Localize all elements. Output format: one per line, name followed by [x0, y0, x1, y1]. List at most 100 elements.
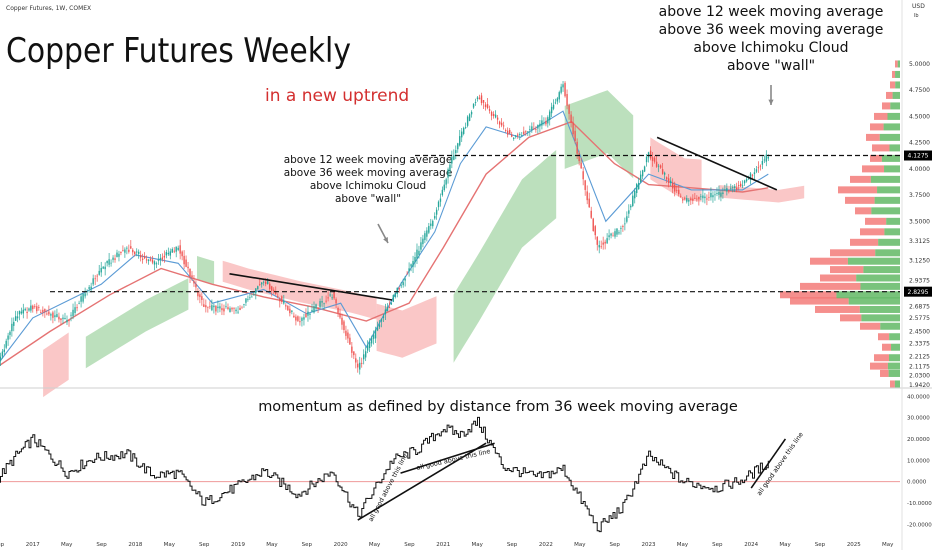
- annotation-line: above 36 week moving average: [284, 167, 453, 179]
- candle-down: [191, 275, 193, 278]
- trend-line-note: all good above this line: [416, 447, 491, 472]
- volume-profile-row-up: [895, 81, 900, 89]
- volume-profile-row-down: [850, 238, 879, 246]
- candle-up: [50, 314, 52, 316]
- candle-up: [106, 260, 108, 264]
- candle-up: [311, 309, 313, 312]
- candle-down: [197, 291, 199, 297]
- candle-down: [295, 316, 297, 321]
- price-badge: [904, 150, 932, 161]
- volume-profile-row-up: [875, 249, 900, 257]
- candle-up: [743, 180, 746, 184]
- candle-down: [335, 299, 337, 304]
- candle-down: [134, 251, 136, 255]
- candle-down: [58, 316, 60, 320]
- candle-up: [560, 86, 562, 93]
- volume-profile-row-up: [879, 133, 900, 141]
- volume-profile-row-down: [870, 123, 884, 131]
- price-tick-label: 2.1175: [909, 363, 930, 370]
- candle-down: [706, 198, 708, 200]
- candle-up: [382, 315, 385, 319]
- candle-up: [159, 257, 162, 261]
- candle-down: [525, 131, 527, 133]
- volume-profile-row-down: [882, 343, 892, 351]
- volume-profile-row-down: [886, 91, 893, 99]
- candle-down: [596, 236, 598, 245]
- candle-up: [435, 209, 438, 215]
- candle-up: [410, 264, 412, 267]
- candle-up: [414, 257, 416, 263]
- candle-down: [341, 317, 343, 325]
- candle-up: [714, 194, 716, 196]
- price-tick-label: 4.7500: [909, 87, 930, 94]
- candle-up: [138, 251, 140, 254]
- candle-down: [120, 251, 122, 254]
- cloud-bull: [85, 278, 189, 369]
- candle-up: [1, 351, 4, 357]
- candle-up: [82, 293, 84, 302]
- candle-up: [376, 327, 379, 331]
- candle-down: [349, 337, 351, 345]
- x-tick-label: 2025: [847, 542, 861, 548]
- candle-up: [632, 195, 634, 206]
- candle-down: [500, 122, 503, 126]
- candle-down: [486, 104, 489, 108]
- candle-up: [175, 246, 177, 252]
- cloud-bear: [376, 296, 437, 358]
- candle-down: [277, 296, 279, 298]
- candle-down: [506, 130, 509, 135]
- x-tick-label: May: [882, 542, 894, 548]
- candle-up: [620, 228, 622, 229]
- candle-down: [32, 305, 34, 310]
- candle-down: [480, 95, 483, 104]
- candle-up: [630, 205, 632, 208]
- volume-profile-row-up: [895, 70, 900, 78]
- candle-down: [203, 304, 205, 307]
- candle-up: [104, 266, 106, 270]
- candle-down: [361, 362, 363, 364]
- candle-up: [169, 251, 171, 256]
- candle-up: [554, 102, 557, 104]
- candle-down: [570, 114, 572, 124]
- candle-up: [418, 250, 420, 255]
- candle-down: [737, 185, 740, 186]
- candle-up: [394, 293, 396, 297]
- candle-down: [484, 104, 487, 108]
- candle-up: [494, 114, 497, 118]
- volume-profile-row-down: [895, 60, 898, 68]
- candle-down: [34, 306, 36, 308]
- x-tick-label: Sep: [712, 542, 723, 548]
- candle-up: [451, 156, 453, 164]
- candle-down: [572, 122, 574, 135]
- x-tick-label: May: [574, 542, 586, 548]
- candle-up: [657, 165, 660, 167]
- candle-down: [269, 283, 271, 290]
- candle-down: [667, 178, 670, 184]
- candle-up: [249, 297, 251, 299]
- candle-down: [273, 289, 275, 292]
- candle-down: [586, 191, 588, 201]
- volume-profile-row-up: [860, 282, 900, 290]
- candle-up: [378, 324, 381, 328]
- candle-up: [552, 104, 555, 109]
- candle-down: [672, 182, 674, 189]
- candle-up: [7, 335, 9, 340]
- candle-down: [287, 306, 289, 311]
- candle-up: [229, 308, 231, 313]
- candle-up: [455, 150, 457, 154]
- candle-up: [124, 249, 126, 253]
- candle-down: [48, 311, 50, 315]
- candle-down: [584, 180, 586, 190]
- price-series: [0, 80, 769, 375]
- candle-up: [165, 252, 168, 256]
- candle-up: [761, 160, 764, 165]
- candle-down: [576, 141, 578, 154]
- candle-up: [745, 179, 748, 182]
- candle-down: [751, 174, 754, 176]
- candle-up: [416, 249, 418, 259]
- candle-up: [364, 351, 367, 358]
- candle-up: [319, 301, 321, 308]
- candle-up: [263, 281, 265, 283]
- candle-down: [139, 255, 142, 258]
